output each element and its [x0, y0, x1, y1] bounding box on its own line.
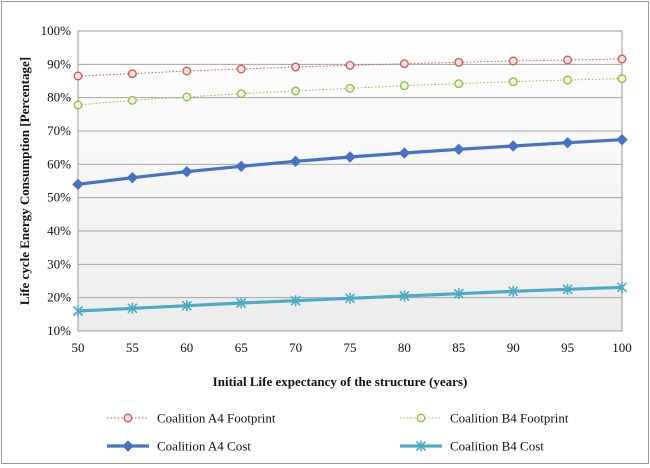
x-tick-label: 75: [344, 340, 357, 355]
data-point: [454, 57, 464, 67]
data-point: [561, 136, 574, 149]
data-point: [127, 302, 138, 314]
legend-label: Coalition A4 Cost: [157, 439, 251, 454]
data-point: [181, 165, 193, 178]
series-3: [72, 133, 628, 191]
data-point: [617, 74, 627, 84]
data-point: [72, 305, 84, 317]
data-point: [399, 290, 410, 302]
plot-area: [77, 30, 623, 332]
y-tick-label: 10%: [47, 323, 71, 338]
data-point: [345, 60, 355, 70]
data-point: [181, 300, 192, 312]
legend-item: Coalition B4 Cost: [400, 439, 544, 454]
data-point: [182, 66, 192, 76]
data-point: [344, 151, 356, 163]
data-point: [454, 79, 464, 89]
data-point: [507, 140, 519, 152]
series-4: [72, 281, 628, 317]
legend-label: Coalition A4 Footprint: [157, 411, 276, 426]
data-point: [453, 288, 464, 300]
data-point: [453, 143, 465, 156]
legend-marker: [122, 440, 134, 452]
legend-item: Coalition A4 Cost: [107, 439, 251, 454]
legend-marker: [415, 440, 427, 452]
y-tick-label: 30%: [47, 256, 71, 271]
data-point: [563, 75, 573, 85]
data-point: [126, 171, 139, 184]
data-point: [127, 69, 137, 79]
line-chart: 10% 20% 30% 40% 50% 60% 70% 80% 90% 100% 50 55 60 65…: [17, 23, 632, 454]
series-1: [73, 54, 627, 81]
data-point: [236, 89, 246, 99]
data-point: [399, 81, 409, 91]
data-point: [72, 178, 84, 191]
data-point: [398, 147, 411, 159]
x-tick-label: 60: [180, 340, 193, 355]
x-axis-title: Initial Life expectancy of the structure…: [213, 374, 468, 389]
data-point: [508, 285, 519, 297]
data-point: [291, 62, 301, 72]
data-point: [73, 100, 83, 110]
x-tick-label: 70: [289, 340, 302, 355]
y-tick-label: 50%: [47, 190, 71, 205]
x-tick-label: 65: [235, 340, 248, 355]
data-point: [399, 59, 409, 69]
x-tick-label: 85: [452, 340, 465, 355]
data-point: [617, 54, 627, 64]
y-tick-label: 40%: [47, 223, 71, 238]
y-tick-label: 70%: [47, 123, 71, 138]
data-point: [236, 64, 246, 74]
legend-item: Coalition B4 Footprint: [400, 411, 569, 426]
legend-label: Coalition B4 Footprint: [450, 411, 569, 426]
data-point: [562, 283, 573, 295]
y-axis-title: Life cycle Energy Consumption [Percentag…: [17, 57, 32, 305]
x-tick-label: 50: [72, 340, 85, 355]
data-point: [236, 297, 247, 309]
legend-item: Coalition A4 Footprint: [107, 411, 276, 426]
series-2: [73, 74, 627, 110]
data-point: [508, 77, 518, 87]
data-point: [291, 86, 301, 96]
y-tick-label: 90%: [47, 56, 71, 71]
data-point: [235, 160, 247, 173]
y-tick-label: 100%: [41, 23, 72, 38]
x-tick-label: 95: [561, 340, 574, 355]
legend: Coalition A4 Footprint Coalition B4 Footp…: [107, 411, 569, 454]
data-point: [344, 292, 356, 304]
data-point: [127, 95, 137, 105]
data-point: [616, 281, 628, 293]
data-point: [616, 133, 628, 146]
y-tick-label: 80%: [47, 90, 71, 105]
data-point: [345, 83, 355, 93]
y-tick-label: 20%: [47, 290, 71, 305]
legend-marker: [416, 413, 426, 423]
y-tick-label: 60%: [47, 156, 71, 171]
x-tick-label: 90: [507, 340, 520, 355]
data-point: [289, 155, 302, 168]
data-point: [73, 71, 83, 81]
x-tick-label: 55: [126, 340, 139, 355]
data-point: [563, 55, 573, 65]
data-point: [508, 56, 518, 66]
data-point: [290, 295, 301, 307]
legend-marker: [123, 413, 133, 423]
x-tick-label: 100: [612, 340, 632, 355]
x-tick-label: 80: [398, 340, 411, 355]
data-point: [182, 92, 192, 102]
legend-label: Coalition B4 Cost: [450, 439, 544, 454]
